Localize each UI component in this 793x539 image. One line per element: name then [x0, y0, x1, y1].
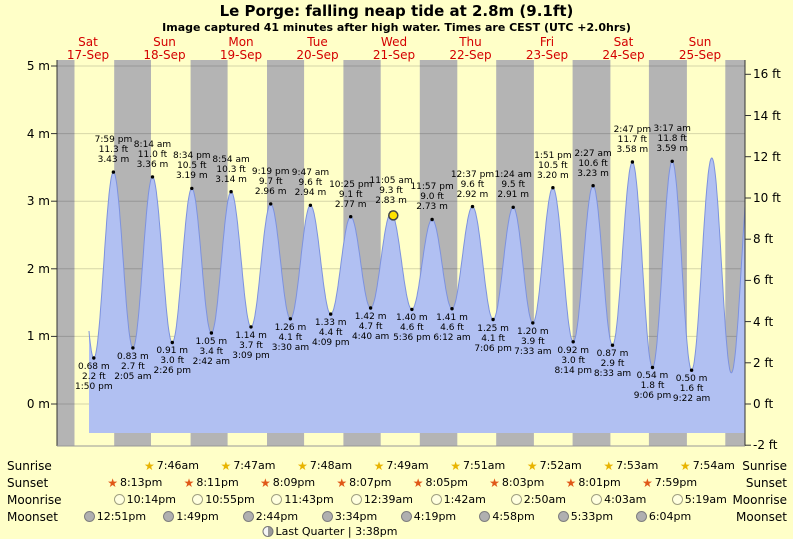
- tide-extreme-dot: [491, 317, 495, 322]
- tide-extreme-dot: [92, 356, 96, 360]
- tide-extreme-dot: [329, 312, 333, 316]
- tide-extreme-dot: [430, 217, 434, 222]
- tide-extreme-dot: [470, 204, 475, 209]
- tide-extreme-dot: [591, 184, 595, 188]
- moon-phase-label: Last Quarter | 3:38pm: [275, 525, 398, 538]
- tide-extreme-dot: [630, 160, 635, 164]
- tide-extreme-dot: [131, 346, 135, 350]
- page-title: Le Porge: falling neap tide at 2.8m (9.1…: [219, 2, 574, 20]
- tide-extreme-dot: [610, 343, 615, 347]
- tide-extreme-dot: [410, 307, 414, 312]
- moonset-row-label-right: Moonset: [736, 510, 787, 524]
- tide-extreme-dot: [650, 365, 655, 370]
- tide-extreme-dot: [190, 186, 194, 191]
- tide-extreme-dot: [170, 340, 174, 345]
- tide-extreme-dot: [689, 368, 694, 372]
- tide-area: [89, 158, 745, 433]
- tide-extreme-dot: [288, 317, 293, 321]
- tide-extreme-dot: [551, 186, 555, 190]
- night-band: [57, 60, 75, 446]
- moonrise-row-label-left: Moonrise: [7, 493, 62, 507]
- sunset-row-label-right: Sunset: [745, 476, 787, 490]
- page-subtitle: Image captured 41 minutes after high wat…: [162, 21, 631, 34]
- tide-extreme-dot: [111, 170, 116, 174]
- tide-extreme-dot: [308, 203, 313, 207]
- tide-extreme-dot: [349, 215, 353, 219]
- tide-extreme-dot: [511, 205, 515, 209]
- sunset-row-label-left: Sunset: [7, 476, 49, 490]
- moonrise-row-label-right: Moonrise: [732, 493, 787, 507]
- tide-extreme-dot: [269, 202, 273, 206]
- sunrise-row-label-right: Sunrise: [742, 459, 787, 473]
- tide-extreme-dot: [368, 306, 373, 310]
- tide-extreme-dot: [150, 175, 155, 179]
- tide-extreme-dot: [249, 325, 253, 329]
- tide-extreme-dot: [450, 307, 454, 311]
- moon-phase: Last Quarter | 3:38pm: [262, 525, 398, 538]
- sunrise-row-label-left: Sunrise: [7, 459, 52, 473]
- moonset-row-label-left: Moonset: [7, 510, 58, 524]
- tide-extreme-dot: [531, 321, 535, 325]
- tide-extreme-dot: [670, 159, 674, 163]
- tide-extreme-dot: [209, 331, 214, 335]
- tide-extreme-dot: [229, 190, 233, 194]
- tide-curve: [88, 157, 746, 374]
- last-quarter-moon-icon: [262, 526, 274, 537]
- tide-extreme-dot: [571, 340, 575, 344]
- current-time-marker: [388, 210, 399, 221]
